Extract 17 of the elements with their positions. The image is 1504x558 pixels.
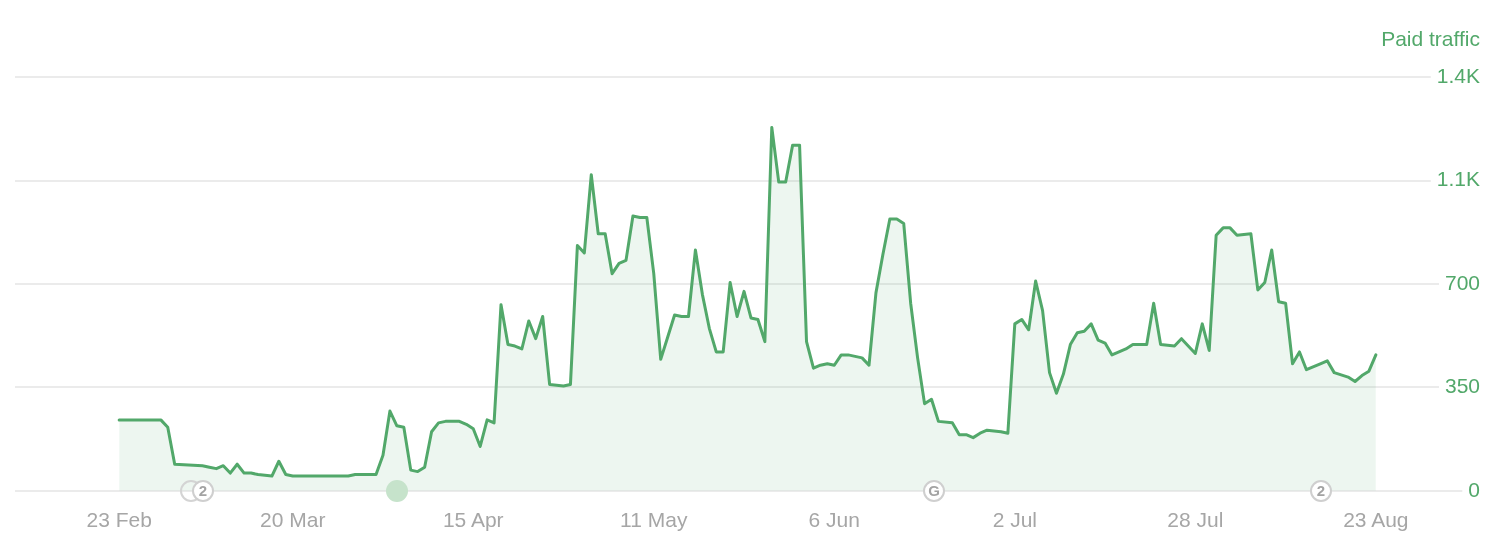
chart-title: Paid traffic: [1381, 27, 1480, 51]
x-tick-label: 23 Aug: [1343, 508, 1409, 532]
x-tick-label: 2 Jul: [992, 508, 1037, 532]
y-tick-label: 350: [1444, 374, 1480, 398]
y-tick-label: 1.4K: [1436, 64, 1480, 87]
annotation: 2: [198, 482, 208, 500]
x-tick-label: 28 Jul: [1167, 508, 1224, 532]
x-tick-label: 6 Jun: [808, 508, 860, 532]
y-tick-label: 700: [1444, 270, 1480, 294]
x-tick-label: 23 Feb: [86, 508, 152, 532]
y-tick-label: 0: [1468, 477, 1480, 501]
y-tick-label: 1.1K: [1436, 167, 1480, 191]
x-tick-label: 11 May: [620, 508, 688, 532]
annotation: G: [928, 482, 940, 500]
x-tick-label: 15 Apr: [442, 508, 504, 532]
annotation: 2: [1316, 482, 1326, 500]
x-tick-label: 20 Mar: [260, 508, 326, 532]
